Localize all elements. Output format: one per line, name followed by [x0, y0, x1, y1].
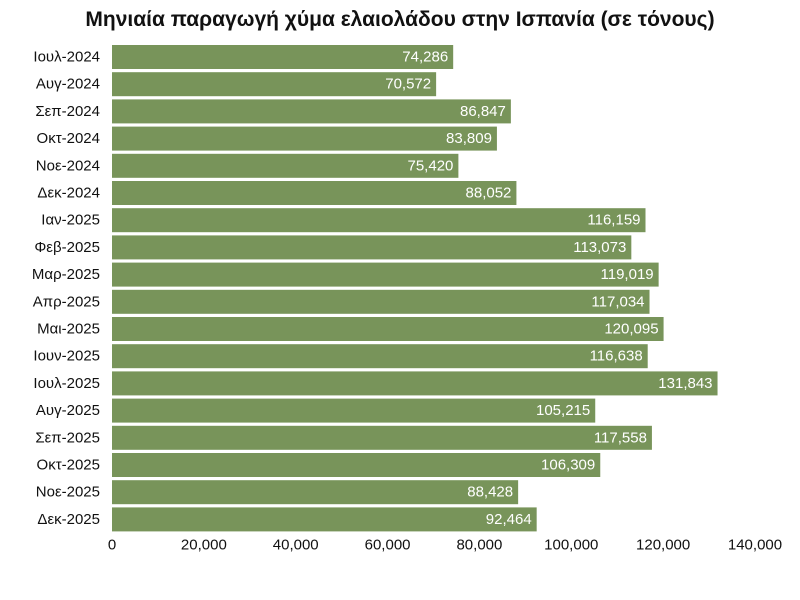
data-label: 117,034	[591, 293, 644, 310]
data-label: 75,420	[408, 157, 454, 174]
category-label: Φεβ-2025	[34, 239, 100, 256]
category-label: Ιαν-2025	[41, 212, 100, 229]
category-label: Σεπ-2024	[35, 103, 100, 120]
data-label: 88,428	[467, 484, 513, 501]
data-label: 83,809	[446, 130, 492, 147]
bar	[112, 99, 511, 124]
x-tick-label: 0	[108, 537, 116, 554]
data-label: 105,215	[536, 402, 590, 419]
x-tick-label: 40,000	[273, 537, 319, 554]
x-tick-label: 120,000	[636, 537, 690, 554]
x-tick-label: 60,000	[365, 537, 411, 554]
value-labels: 74,286 70,572 86,847 83,809 75,420 88,052 116,…	[385, 49, 712, 528]
data-label: 106,309	[541, 457, 595, 474]
data-label: 113,073	[573, 239, 626, 256]
bar	[112, 208, 646, 233]
x-tick-label: 100,000	[544, 537, 598, 554]
category-label: Μαρ-2025	[32, 266, 100, 283]
category-label: Νοε-2024	[36, 157, 100, 174]
data-label: 74,286	[402, 49, 448, 66]
bar	[112, 480, 519, 505]
category-label: Δεκ-2025	[37, 511, 100, 528]
data-label: 92,464	[486, 511, 532, 528]
data-label: 86,847	[460, 103, 506, 120]
x-tick-label: 80,000	[456, 537, 502, 554]
data-label: 116,159	[587, 212, 640, 229]
bar	[112, 425, 652, 450]
category-label: Απρ-2025	[33, 293, 100, 310]
category-label: Ιουν-2025	[33, 348, 100, 365]
bar	[112, 289, 650, 314]
category-label: Σεπ-2025	[35, 429, 100, 446]
bar	[112, 235, 632, 260]
data-label: 131,843	[658, 375, 712, 392]
data-label: 116,638	[590, 348, 643, 365]
category-labels: Ιουλ-2024 Αυγ-2024 Σεπ-2024 Οκτ-2024 Νοε-202…	[32, 49, 100, 528]
bar	[112, 45, 454, 69]
category-label: Ιουλ-2024	[33, 49, 100, 66]
bar	[112, 317, 664, 341]
data-label: 117,558	[594, 429, 647, 446]
bar	[112, 181, 517, 205]
chart-title: Μηνιαία παραγωγή χύμα ελαιολάδου στην Ισ…	[85, 8, 715, 31]
data-label: 88,052	[466, 185, 512, 202]
bar	[112, 344, 648, 369]
data-label: 120,095	[604, 321, 658, 338]
category-label: Μαι-2025	[37, 321, 100, 338]
bar	[112, 453, 601, 477]
bar	[112, 72, 437, 97]
x-tick-label: 140,000	[728, 537, 782, 554]
bar	[112, 507, 537, 532]
bars-group	[112, 45, 718, 532]
category-label: Αυγ-2024	[36, 76, 100, 93]
x-tick-label: 20,000	[181, 537, 227, 554]
bar	[112, 126, 497, 151]
category-label: Οκτ-2024	[37, 130, 100, 147]
bar	[112, 371, 718, 396]
x-axis-ticks: 0 20,000 40,000 60,000 80,000 100,000 120,000 1…	[108, 537, 782, 554]
data-label: 70,572	[385, 76, 431, 93]
category-label: Ιουλ-2025	[33, 375, 100, 392]
bar	[112, 262, 659, 287]
category-label: Δεκ-2024	[37, 185, 100, 202]
bar	[112, 398, 596, 423]
bar	[112, 153, 459, 178]
category-label: Αυγ-2025	[36, 402, 100, 419]
data-label: 119,019	[601, 266, 654, 283]
category-label: Νοε-2025	[36, 484, 100, 501]
category-label: Οκτ-2025	[37, 457, 100, 474]
